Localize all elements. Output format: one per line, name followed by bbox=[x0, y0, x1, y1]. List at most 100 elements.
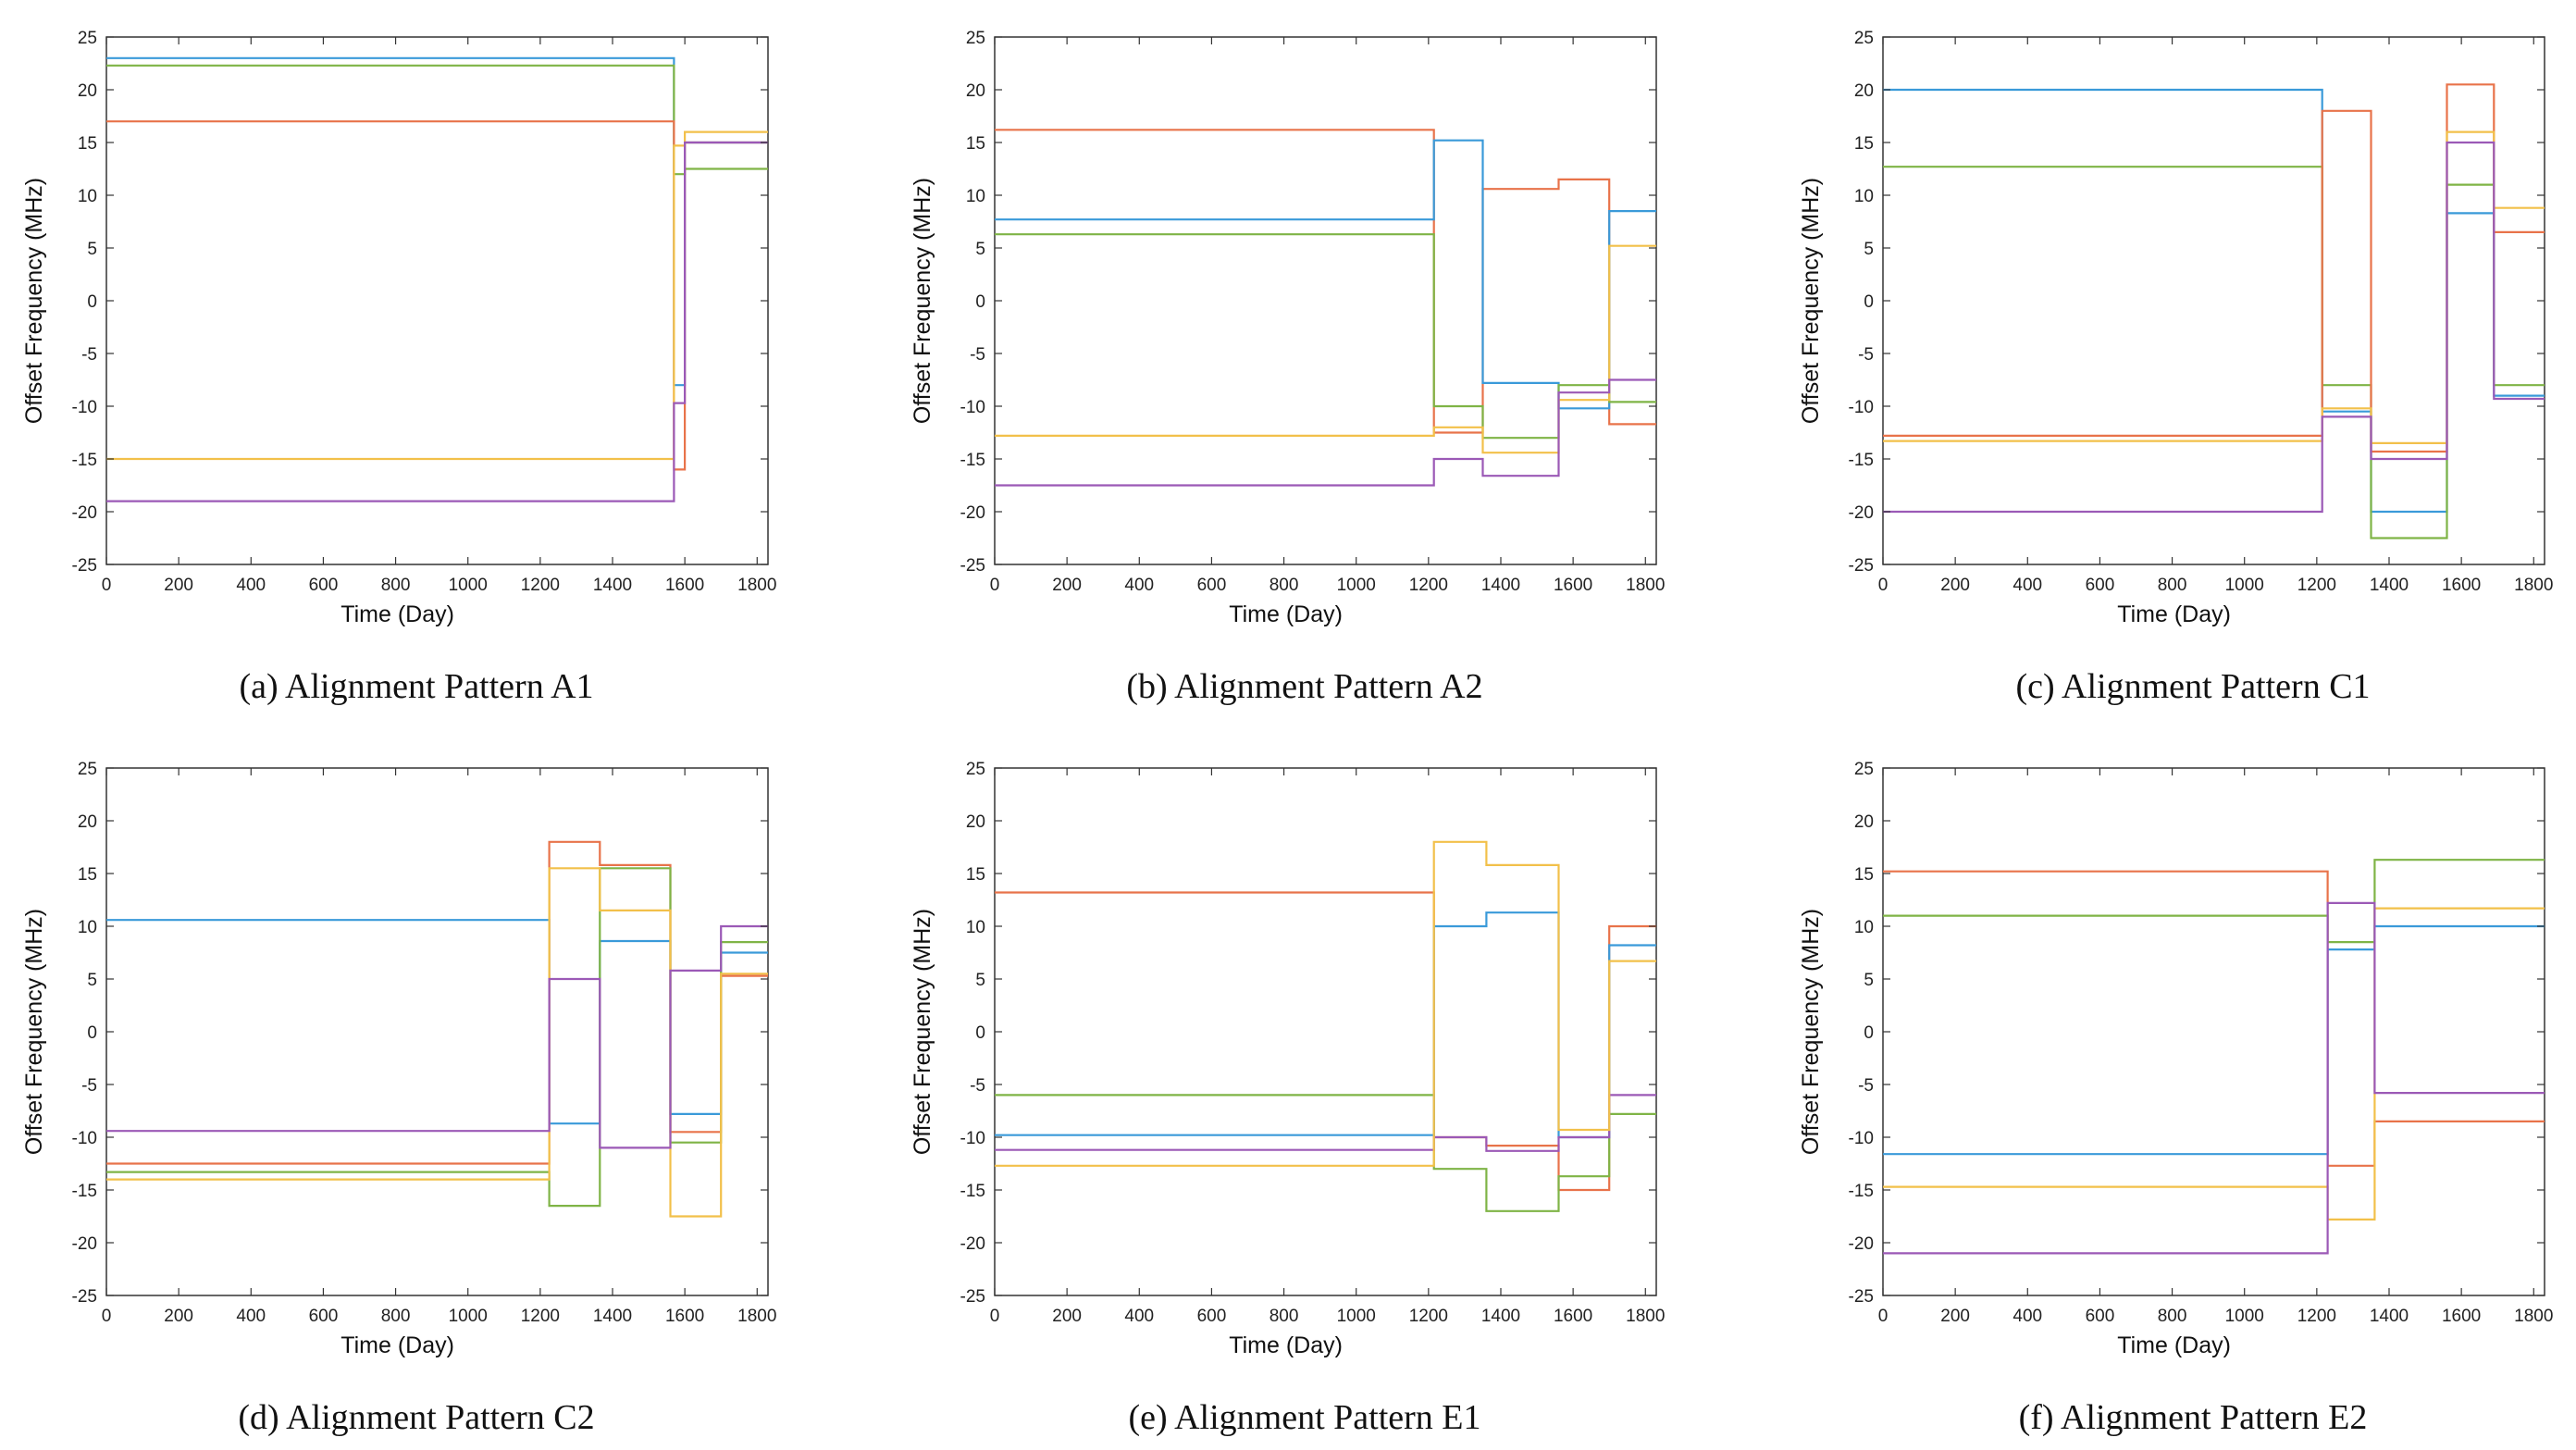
y-tick-label: 0 bbox=[975, 1023, 985, 1043]
y-tick-label: 15 bbox=[78, 134, 97, 154]
y-tick-label: -10 bbox=[1849, 398, 1874, 417]
y-tick-label: -15 bbox=[960, 451, 985, 470]
y-tick-label: -20 bbox=[960, 1234, 985, 1254]
x-tick-label: 1000 bbox=[1337, 576, 1376, 595]
y-tick-label: -10 bbox=[960, 398, 985, 417]
y-tick-label: -10 bbox=[72, 398, 97, 417]
y-tick-label: 5 bbox=[1864, 971, 1874, 990]
x-tick-label: 800 bbox=[381, 576, 411, 595]
y-tick-label: -25 bbox=[1849, 556, 1874, 576]
x-tick-label: 1200 bbox=[521, 576, 560, 595]
y-tick-label: 25 bbox=[1854, 29, 1874, 48]
x-tick-label: 600 bbox=[1197, 1307, 1227, 1326]
y-tick-label: 5 bbox=[1864, 240, 1874, 259]
series-line-yellow bbox=[995, 244, 1656, 454]
y-tick-label: 10 bbox=[1854, 187, 1874, 206]
plot-area bbox=[1882, 36, 2545, 565]
y-tick-label: -15 bbox=[72, 451, 97, 470]
plot-area bbox=[1882, 767, 2545, 1296]
y-tick-label: 20 bbox=[966, 81, 985, 101]
x-tick-label: 400 bbox=[1124, 1307, 1154, 1326]
y-axis-label: Offset Frequency (MHz) bbox=[910, 178, 935, 424]
y-tick-label: 20 bbox=[78, 81, 97, 101]
y-tick-label: -15 bbox=[1849, 1182, 1874, 1201]
x-tick-label: 1600 bbox=[2442, 1307, 2481, 1326]
y-tick-label: 25 bbox=[78, 760, 97, 779]
chart-caption: (f) Alignment Pattern E2 bbox=[2018, 1398, 2368, 1437]
y-tick-label: -10 bbox=[1849, 1129, 1874, 1148]
y-axis-label: Offset Frequency (MHz) bbox=[21, 178, 47, 424]
y-tick-label: 20 bbox=[78, 812, 97, 832]
x-tick-label: 0 bbox=[990, 576, 1000, 595]
series-line-blue bbox=[1883, 924, 2545, 1156]
x-tick-label: 1600 bbox=[2442, 576, 2481, 595]
x-axis-label: Time (Day) bbox=[2117, 601, 2231, 627]
x-tick-label: 1000 bbox=[449, 1307, 488, 1326]
y-tick-label: -5 bbox=[1858, 345, 1874, 365]
y-tick-label: 15 bbox=[966, 865, 985, 885]
y-axis-label: Offset Frequency (MHz) bbox=[21, 909, 47, 1155]
y-tick-label: -20 bbox=[1849, 1234, 1874, 1254]
y-tick-label: -5 bbox=[1858, 1076, 1874, 1096]
x-tick-label: 1600 bbox=[665, 576, 704, 595]
y-tick-label: 25 bbox=[78, 29, 97, 48]
series-line-yellow bbox=[106, 130, 768, 461]
y-tick-label: 5 bbox=[975, 971, 985, 990]
y-tick-label: -25 bbox=[960, 556, 985, 576]
x-tick-label: 200 bbox=[1940, 576, 1970, 595]
x-axis-label: Time (Day) bbox=[2117, 1332, 2231, 1358]
x-tick-label: 1200 bbox=[521, 1307, 560, 1326]
y-tick-label: -20 bbox=[960, 503, 985, 523]
chart-panel: 25 20 15 10 5 0 -5 -10 -15 -20 -25 0 200 400 600 800 100… bbox=[1777, 750, 2576, 1437]
x-tick-label: 1200 bbox=[1409, 576, 1448, 595]
x-tick-label: 1600 bbox=[1554, 1307, 1592, 1326]
x-tick-label: 1800 bbox=[1626, 1307, 1665, 1326]
y-tick-label: -5 bbox=[970, 1076, 985, 1096]
plot-area bbox=[105, 767, 769, 1296]
chart-panel: 25 20 15 10 5 0 -5 -10 -15 -20 -25 0 200 400 600 800 100… bbox=[888, 19, 1721, 706]
x-tick-label: 600 bbox=[2086, 1307, 2115, 1326]
chart-caption: (a) Alignment Pattern A1 bbox=[239, 667, 594, 706]
x-tick-label: 1400 bbox=[1481, 576, 1520, 595]
x-tick-label: 1600 bbox=[665, 1307, 704, 1326]
y-axis-label: Offset Frequency (MHz) bbox=[1798, 909, 1824, 1155]
x-tick-label: 0 bbox=[990, 1307, 1000, 1326]
y-tick-label: -5 bbox=[970, 345, 985, 365]
y-tick-label: 10 bbox=[1854, 918, 1874, 937]
y-tick-label: 0 bbox=[1864, 1023, 1874, 1043]
x-tick-label: 400 bbox=[2012, 576, 2042, 595]
x-tick-label: 1000 bbox=[449, 576, 488, 595]
chart-caption: (b) Alignment Pattern A2 bbox=[1126, 667, 1483, 706]
y-tick-label: 15 bbox=[966, 134, 985, 154]
y-tick-label: 25 bbox=[966, 760, 985, 779]
x-tick-label: 1800 bbox=[1626, 576, 1665, 595]
x-axis-label: Time (Day) bbox=[1229, 1332, 1343, 1358]
chart-panel: 25 20 15 10 5 0 -5 -10 -15 -20 -25 0 200 400 600 800 100… bbox=[888, 750, 1721, 1437]
series-line-purple bbox=[995, 378, 1656, 487]
y-tick-label: 25 bbox=[966, 29, 985, 48]
y-axis-label: Offset Frequency (MHz) bbox=[1798, 178, 1824, 424]
chart-panel: 25 20 15 10 5 0 -5 -10 -15 -20 -25 0 200 400 600 800 100… bbox=[0, 19, 833, 706]
x-tick-label: 1400 bbox=[2370, 576, 2409, 595]
y-tick-label: 15 bbox=[1854, 865, 1874, 885]
y-tick-label: 15 bbox=[78, 865, 97, 885]
series-line-yellow bbox=[995, 840, 1656, 1167]
y-tick-label: -10 bbox=[72, 1129, 97, 1148]
x-tick-label: 0 bbox=[1878, 1307, 1889, 1326]
x-tick-label: 1000 bbox=[2225, 576, 2264, 595]
x-tick-label: 800 bbox=[381, 1307, 411, 1326]
x-tick-label: 1000 bbox=[2225, 1307, 2264, 1326]
y-tick-label: 0 bbox=[87, 1023, 97, 1043]
y-tick-label: -15 bbox=[72, 1182, 97, 1201]
y-tick-label: 5 bbox=[975, 240, 985, 259]
x-tick-label: 400 bbox=[1124, 576, 1154, 595]
plot-area bbox=[105, 36, 769, 565]
y-tick-label: 0 bbox=[1864, 292, 1874, 312]
x-tick-label: 800 bbox=[1269, 1307, 1299, 1326]
x-tick-label: 1400 bbox=[2370, 1307, 2409, 1326]
